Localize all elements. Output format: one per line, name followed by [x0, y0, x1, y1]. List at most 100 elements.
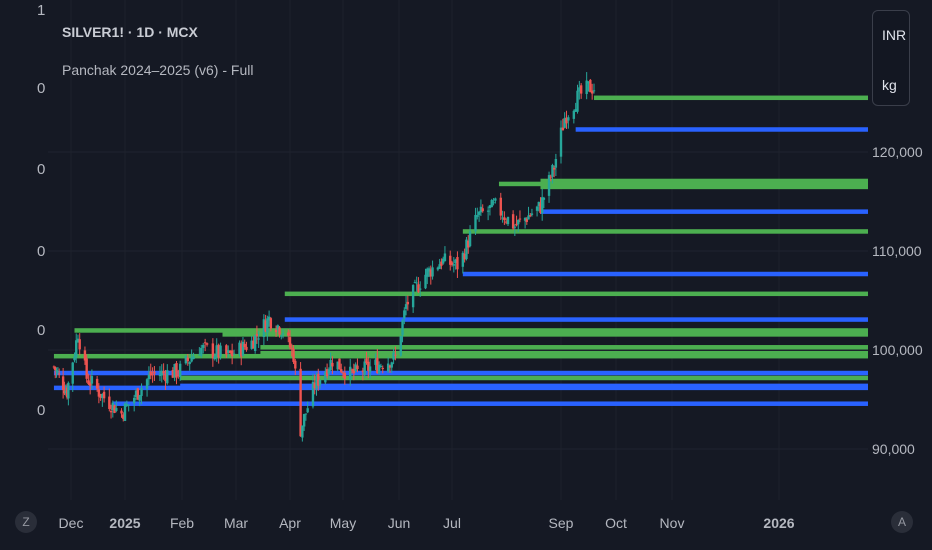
candle-body: [525, 218, 529, 222]
level-line-blue: [53, 370, 868, 376]
candle-body: [592, 90, 596, 92]
candle-body: [377, 364, 381, 374]
candle-body: [215, 345, 218, 356]
candle-body: [188, 361, 191, 365]
level-line-green: [180, 375, 869, 381]
level-line-green: [540, 184, 868, 190]
candle-body: [501, 217, 504, 219]
candle-body: [149, 371, 152, 376]
candle-body: [164, 374, 167, 382]
candle-body: [192, 356, 195, 360]
candle-body: [253, 335, 257, 351]
candle-body: [327, 369, 331, 374]
candle-body: [350, 369, 354, 371]
candle-body: [276, 325, 280, 330]
left-axis-label: 0: [37, 322, 46, 339]
candle-body: [287, 332, 290, 336]
candle-body: [145, 379, 149, 389]
candle-body: [476, 215, 479, 217]
candle-body: [302, 414, 306, 427]
level-line-green: [260, 350, 868, 356]
candle-body: [280, 335, 283, 337]
candle-body: [465, 239, 468, 260]
x-tick-label: Oct: [605, 515, 627, 531]
level-line-blue: [284, 317, 869, 322]
level-line-green: [594, 95, 868, 101]
candle-body: [338, 358, 341, 370]
candle-body: [281, 333, 285, 335]
candle-body: [565, 117, 568, 124]
candle-body: [140, 388, 143, 396]
candle-body: [467, 240, 470, 248]
candle-body: [486, 210, 490, 212]
candle-body: [367, 361, 370, 371]
candle-body: [517, 219, 520, 225]
candle-body: [518, 218, 522, 220]
candle-body: [379, 365, 383, 367]
candle-body: [511, 214, 515, 229]
level-line-green: [222, 332, 868, 337]
candle-body: [301, 425, 304, 438]
candle-body: [225, 345, 228, 355]
candle-body: [363, 361, 366, 376]
candle-body: [64, 390, 67, 394]
candle-body: [539, 203, 542, 213]
candle-body: [127, 404, 130, 406]
zoom-button[interactable]: Z: [15, 511, 37, 533]
candle-body: [429, 269, 432, 277]
candle-body: [449, 255, 452, 265]
x-tick-label: May: [330, 515, 356, 531]
level-line-blue: [53, 385, 868, 391]
y-tick-label: 110,000: [872, 243, 922, 259]
unit-selector[interactable]: INR kg: [872, 10, 910, 106]
level-line-green: [74, 328, 868, 333]
candle-body: [356, 365, 359, 370]
candle-body: [90, 376, 94, 384]
candle-body: [173, 363, 176, 378]
candle-body: [250, 340, 253, 349]
candle-body: [219, 345, 222, 357]
candle-body: [589, 79, 592, 93]
candle-body: [125, 404, 129, 407]
candle-body: [99, 393, 102, 398]
candle-body: [294, 360, 297, 369]
candle-body: [386, 363, 390, 372]
candle-body: [499, 197, 502, 216]
candle-body: [115, 407, 118, 411]
candle-body: [111, 402, 115, 411]
candle-body: [381, 367, 384, 370]
candle-body: [67, 382, 70, 399]
candle-body: [461, 252, 465, 267]
candle-body: [567, 117, 570, 121]
candle-body: [83, 350, 87, 361]
candle-body: [55, 370, 58, 372]
candle-body: [415, 282, 418, 284]
level-line-blue: [112, 401, 868, 406]
candle-body: [431, 267, 434, 277]
candle-body: [313, 382, 316, 389]
candle-body: [177, 375, 180, 377]
indicator-title: Panchak 2024–2025 (v6) - Full: [62, 62, 254, 78]
candle-body: [438, 264, 441, 269]
candle-body: [554, 158, 558, 168]
candle-body: [171, 369, 175, 378]
auto-scale-button[interactable]: A: [891, 511, 913, 533]
candle-body: [252, 340, 255, 349]
candle-body: [290, 347, 293, 349]
candle-body: [123, 403, 127, 421]
candle-body: [441, 258, 445, 264]
candle-body: [390, 362, 393, 368]
candle-body: [217, 344, 220, 358]
candle-body: [436, 267, 440, 270]
unit-label: kg: [882, 77, 897, 93]
candle-body: [147, 374, 151, 380]
left-axis-label: 0: [37, 402, 46, 419]
candle-body: [325, 369, 329, 377]
candle-body: [266, 318, 269, 333]
level-line-green: [462, 229, 868, 234]
candle-body: [97, 389, 101, 397]
candle-body: [513, 226, 517, 228]
candle-body: [529, 215, 532, 217]
candle-body: [506, 216, 510, 225]
